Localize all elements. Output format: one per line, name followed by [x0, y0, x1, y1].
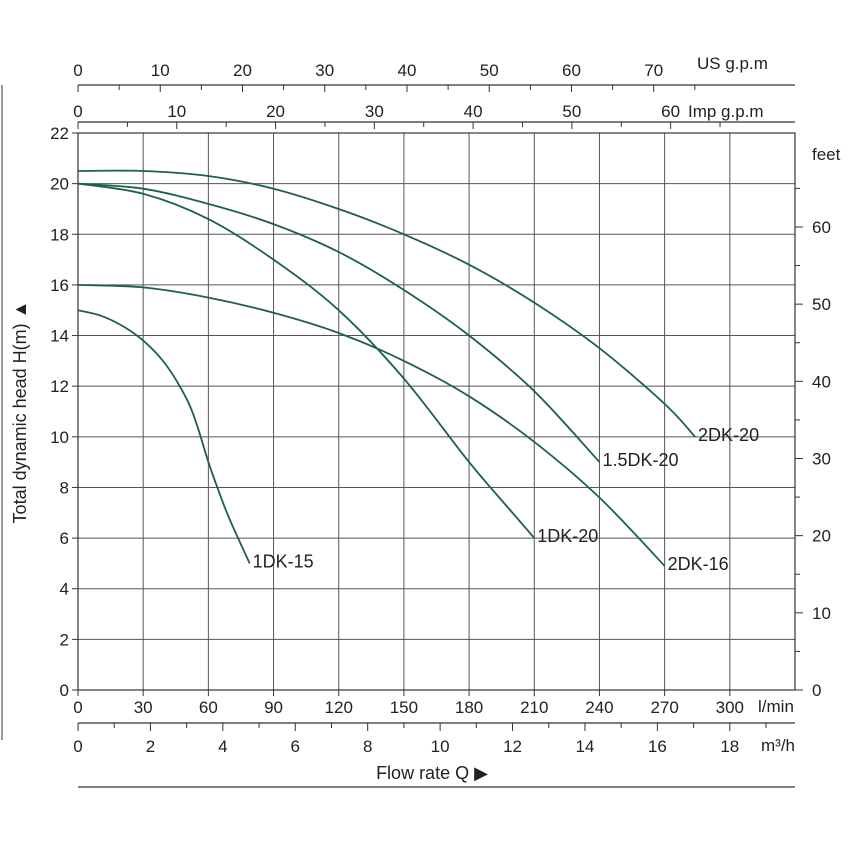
- imp-tick-label: 10: [167, 102, 186, 121]
- lmin-tick-label: 60: [199, 698, 218, 717]
- top-us-ticks: 0 10 20 30 40 50 60 70: [73, 61, 696, 92]
- right-tick-label: 30: [812, 449, 831, 468]
- curve-1dk-15: [77, 309, 251, 564]
- right-tick-label: 50: [812, 295, 831, 314]
- imp-tick-label: 50: [562, 102, 581, 121]
- imp-tick-label: 20: [266, 102, 285, 121]
- right-tick-label: 60: [812, 218, 831, 237]
- bottom-m3h-ticks: 0 2 4 6 8 10 12 14 16 18: [73, 723, 767, 756]
- lmin-tick-label: 180: [455, 698, 483, 717]
- left-tick-label: 2: [60, 630, 69, 649]
- m3h-tick-label: 6: [291, 737, 300, 756]
- m3h-tick-label: 4: [218, 737, 227, 756]
- left-tick-label: 8: [60, 478, 69, 497]
- grid: [77, 132, 795, 691]
- plot-frame: [77, 132, 796, 691]
- y-axis-title: Total dynamic head H(m) ▲: [10, 301, 30, 524]
- left-tick-label: 12: [50, 377, 69, 396]
- left-tick-label: 14: [50, 327, 69, 346]
- curves: [77, 169, 696, 567]
- right-axis-ticks: 0 10 20 30 40 50 60: [795, 187, 831, 700]
- x-axis-title: Flow rate Q ▶: [376, 763, 488, 783]
- right-tick-label: 40: [812, 372, 831, 391]
- us-tick-label: 60: [562, 61, 581, 80]
- lmin-tick-label: 270: [650, 698, 678, 717]
- curve-label-1-5dk-20: 1.5DK-20: [602, 450, 678, 470]
- lmin-tick-label: 210: [520, 698, 548, 717]
- lmin-tick-label: 0: [73, 698, 82, 717]
- right-tick-label: 20: [812, 527, 831, 546]
- left-tick-label: 22: [50, 124, 69, 143]
- curve-label-1dk-15: 1DK-15: [253, 551, 314, 571]
- left-tick-label: 10: [50, 428, 69, 447]
- top-us-unit: US g.p.m: [697, 54, 768, 73]
- m3h-tick-label: 2: [146, 737, 155, 756]
- left-tick-label: 0: [60, 681, 69, 700]
- m3h-tick-label: 18: [720, 737, 739, 756]
- left-tick-label: 18: [50, 225, 69, 244]
- m3h-tick-label: 12: [503, 737, 522, 756]
- left-tick-label: 20: [50, 175, 69, 194]
- us-tick-label: 0: [73, 61, 82, 80]
- lmin-tick-label: 300: [716, 698, 744, 717]
- curve-1-5dk-20: [77, 182, 601, 463]
- m3h-tick-label: 8: [363, 737, 372, 756]
- lmin-tick-label: 90: [264, 698, 283, 717]
- us-tick-label: 40: [398, 61, 417, 80]
- top-imp-unit: Imp g.p.m: [688, 102, 764, 121]
- m3h-tick-label: 10: [431, 737, 450, 756]
- lmin-tick-label: 150: [390, 698, 418, 717]
- left-axis-ticks: 0 2 4 6 8 10 12 14 16 18 20 22: [50, 124, 78, 700]
- left-tick-label: 4: [60, 580, 69, 599]
- imp-tick-label: 60: [661, 102, 680, 121]
- m3h-tick-label: 16: [648, 737, 667, 756]
- left-tick-label: 16: [50, 276, 69, 295]
- us-tick-label: 10: [151, 61, 170, 80]
- lmin-tick-label: 120: [325, 698, 353, 717]
- top-imp-ticks: 0 10 20 30 40 50 60: [73, 102, 721, 129]
- lmin-tick-label: 240: [585, 698, 613, 717]
- curve-label-1dk-20: 1DK-20: [537, 526, 598, 546]
- curve-label-2dk-16: 2DK-16: [668, 554, 729, 574]
- right-tick-label: 0: [812, 681, 821, 700]
- lmin-unit: l/min: [758, 697, 794, 716]
- m3h-tick-label: 0: [73, 737, 82, 756]
- us-tick-label: 50: [480, 61, 499, 80]
- curve-labels: 1DK-15 1DK-20 1.5DK-20 2DK-16 2DK-20: [253, 425, 759, 574]
- curve-1dk-20: [77, 182, 535, 539]
- left-tick-label: 6: [60, 529, 69, 548]
- m3h-unit: m³/h: [761, 736, 795, 755]
- curve-2dk-16: [77, 284, 666, 567]
- us-tick-label: 70: [644, 61, 663, 80]
- m3h-tick-label: 14: [576, 737, 595, 756]
- curve-2dk-20: [77, 169, 696, 438]
- us-tick-label: 20: [233, 61, 252, 80]
- top-axes: 0 10 20 30 40 50 60 70 0 10 20 30 40 50 60 US g.p.m I…: [73, 54, 795, 129]
- imp-tick-label: 40: [464, 102, 483, 121]
- right-axis-unit: feet: [812, 145, 841, 164]
- lmin-tick-label: 30: [134, 698, 153, 717]
- imp-tick-label: 0: [73, 102, 82, 121]
- imp-tick-label: 30: [365, 102, 384, 121]
- bottom-lmin-ticks: 0 30 60 90 120 150 180 210 240 270 300: [73, 690, 744, 717]
- curve-label-2dk-20: 2DK-20: [698, 425, 759, 445]
- us-tick-label: 30: [315, 61, 334, 80]
- right-tick-label: 10: [812, 604, 831, 623]
